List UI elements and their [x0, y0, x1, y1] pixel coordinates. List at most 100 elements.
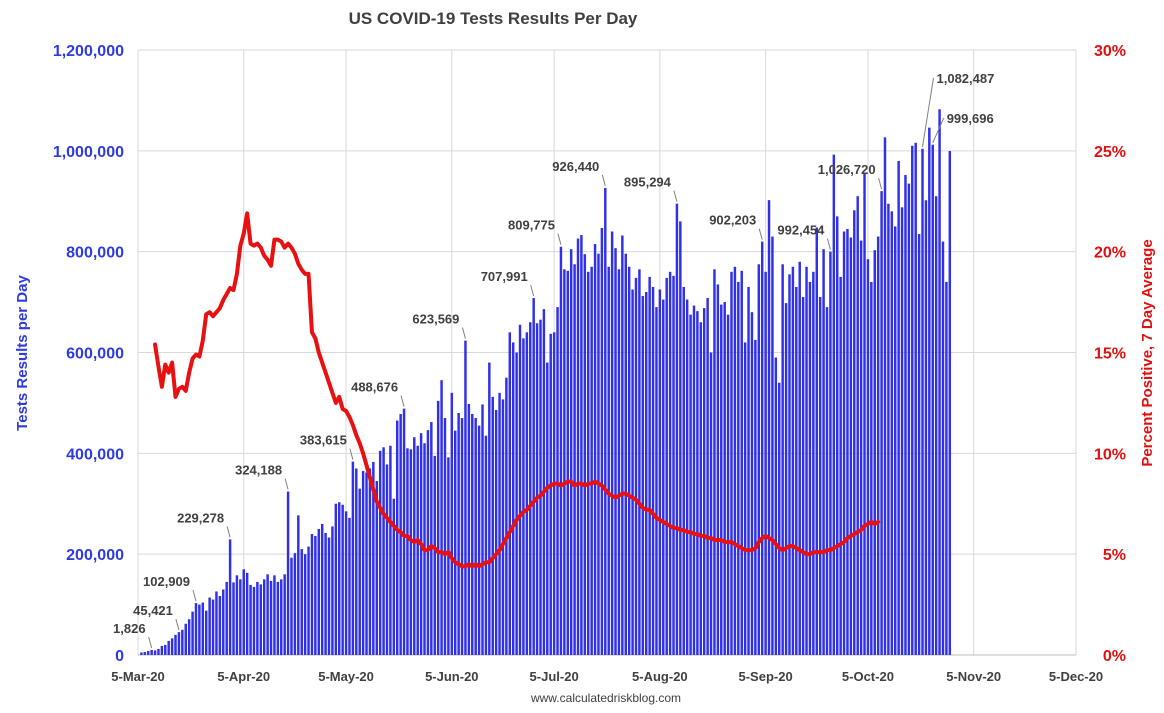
- bar: [256, 581, 259, 655]
- bar: [559, 246, 563, 656]
- x-tick-label: 5-Jul-20: [530, 669, 579, 684]
- bar: [235, 575, 239, 655]
- annotation-label: 488,676: [351, 380, 398, 395]
- bar: [460, 418, 464, 655]
- bar: [140, 652, 143, 655]
- bar: [614, 248, 617, 655]
- bar: [720, 304, 723, 655]
- bar: [726, 314, 730, 655]
- bar: [262, 579, 266, 656]
- annotation-label: 45,421: [133, 603, 173, 618]
- bar: [604, 187, 607, 656]
- bar: [682, 286, 685, 655]
- chart-title: US COVID-19 Tests Results Per Day: [349, 9, 638, 28]
- bar: [576, 238, 580, 655]
- bar: [307, 546, 310, 655]
- bar: [150, 649, 153, 655]
- bar: [645, 292, 648, 655]
- bar: [375, 481, 378, 655]
- bar: [477, 425, 481, 655]
- bar: [890, 211, 894, 655]
- bar: [764, 271, 767, 655]
- bar: [876, 236, 880, 656]
- bar: [815, 227, 818, 655]
- bar: [778, 382, 781, 655]
- bar: [924, 200, 928, 656]
- bar: [501, 399, 505, 655]
- bar: [610, 231, 614, 655]
- bar: [767, 200, 771, 655]
- bar: [218, 596, 222, 655]
- bar: [911, 145, 914, 656]
- bar: [191, 611, 194, 655]
- bar: [331, 526, 334, 655]
- bar: [392, 498, 396, 655]
- bar-series: [140, 109, 952, 656]
- bar: [194, 603, 198, 655]
- bar: [836, 216, 839, 656]
- annotation-label: 999,696: [947, 111, 994, 126]
- bar: [351, 461, 355, 655]
- bar: [583, 254, 587, 655]
- bar: [921, 148, 924, 655]
- bar: [276, 581, 280, 655]
- x-tick-label: 5-Aug-20: [632, 669, 688, 684]
- bar: [389, 445, 392, 655]
- annotation-leader: [400, 395, 405, 407]
- bar: [174, 634, 177, 655]
- bar: [167, 640, 170, 655]
- bar: [747, 286, 750, 655]
- bar: [818, 297, 822, 655]
- bar: [880, 191, 883, 656]
- annotation-label: 707,991: [481, 269, 528, 284]
- bar: [866, 259, 870, 655]
- bar: [525, 332, 529, 655]
- bar: [791, 266, 795, 655]
- annotation-label: 229,278: [177, 510, 224, 525]
- bar: [341, 504, 344, 655]
- bar: [181, 629, 184, 655]
- annotation-leader: [878, 178, 883, 190]
- bar: [846, 228, 849, 656]
- bar: [484, 435, 488, 655]
- bar: [798, 261, 801, 655]
- bar: [259, 584, 263, 655]
- x-tick-label: 5-Nov-20: [946, 669, 1001, 684]
- bar: [491, 396, 494, 655]
- bar: [825, 307, 829, 656]
- bar: [153, 650, 157, 655]
- bar: [887, 203, 890, 655]
- bar: [293, 553, 297, 655]
- bar: [225, 581, 228, 655]
- bar: [617, 269, 621, 655]
- bar: [143, 651, 147, 655]
- bar: [511, 342, 515, 655]
- left-y-tick-label: 200,000: [66, 547, 124, 564]
- bar: [426, 430, 430, 655]
- x-tick-label: 5-Mar-20: [111, 669, 164, 684]
- bar: [757, 264, 761, 655]
- bar: [743, 342, 747, 655]
- bar: [453, 430, 457, 655]
- x-tick-label: 5-Sep-20: [739, 669, 793, 684]
- bar: [730, 271, 733, 655]
- annotations: 1,826 45,421 102,909 229,278 324,188 383,615 4…: [113, 71, 995, 649]
- x-tick-label: 5-May-20: [318, 669, 374, 684]
- bar: [621, 235, 624, 655]
- annotation-label: 1,082,487: [937, 71, 995, 86]
- bar: [665, 277, 668, 655]
- bar: [713, 269, 716, 655]
- bar: [546, 362, 549, 655]
- annotation-leader: [530, 284, 535, 297]
- bar: [518, 324, 522, 655]
- percent-positive-line: [153, 211, 881, 569]
- right-y-axis: 0% 5% 10% 15% 20% 25% 30%: [1094, 43, 1126, 665]
- bar: [290, 557, 293, 655]
- bar: [498, 392, 501, 655]
- annotation-leader: [922, 77, 935, 147]
- bar: [853, 210, 856, 655]
- bar: [368, 468, 372, 655]
- bar: [228, 539, 232, 655]
- bar: [198, 604, 201, 655]
- bar: [771, 236, 774, 656]
